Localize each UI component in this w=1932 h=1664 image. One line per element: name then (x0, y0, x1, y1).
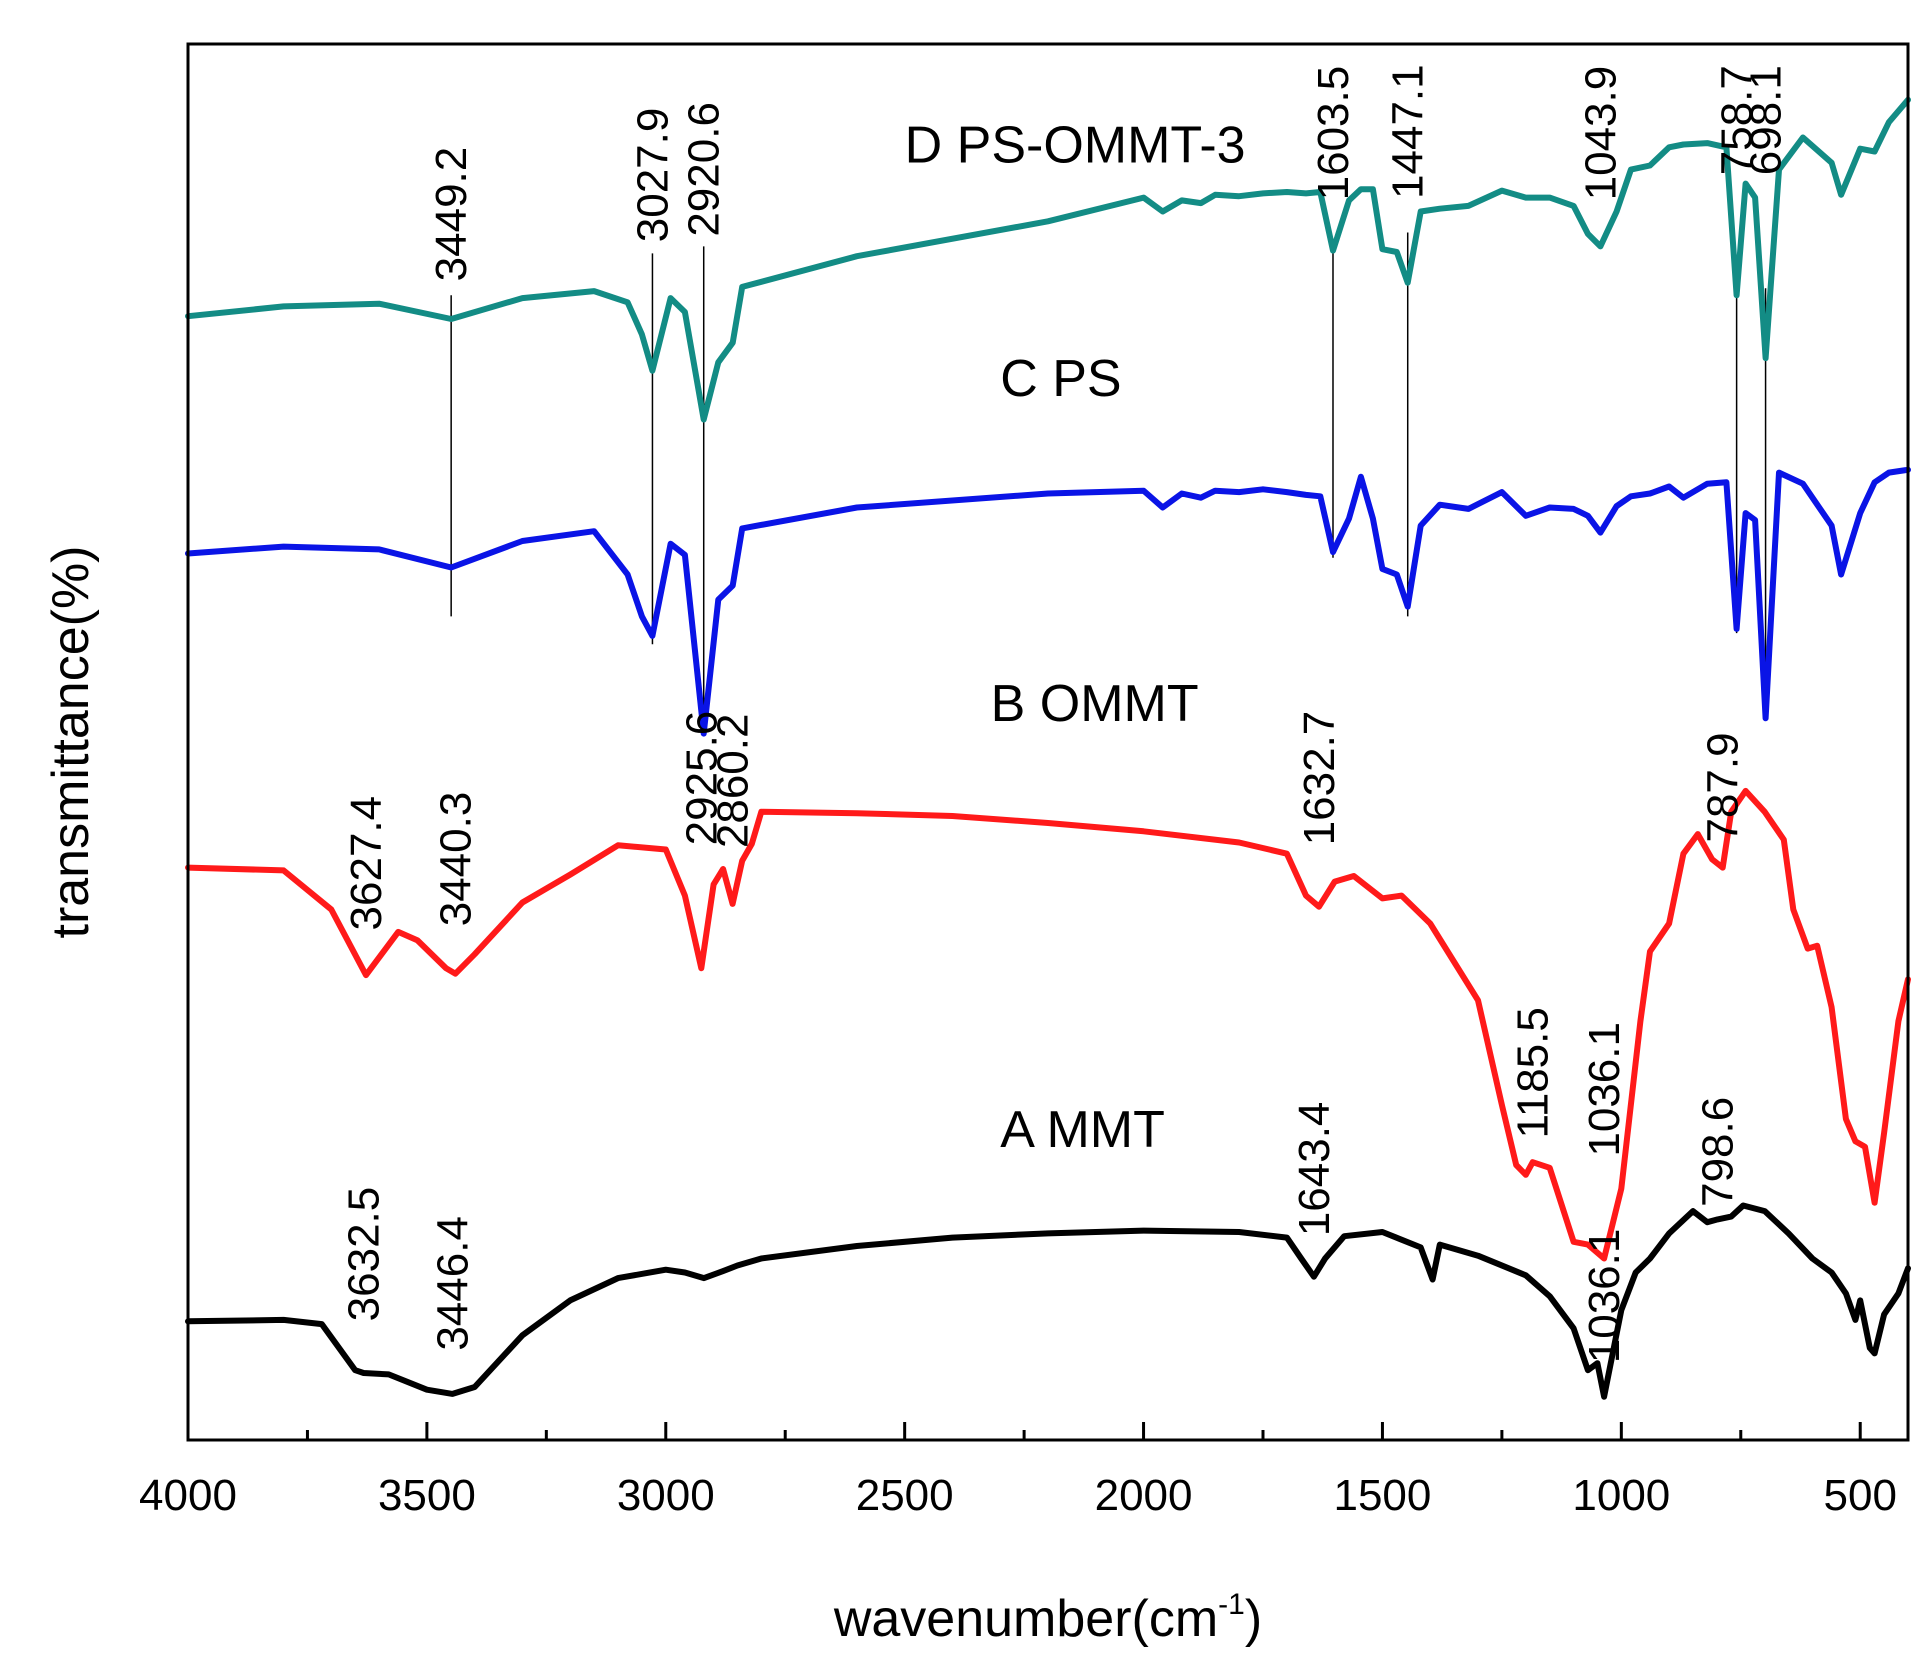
x-tick-label: 500 (1824, 1471, 1897, 1520)
peak-label: 3449.2 (427, 147, 476, 282)
peak-label: 1185.5 (1509, 1007, 1558, 1138)
series-line-1 (185, 466, 1911, 737)
spectrum-series (185, 96, 1911, 1400)
x-tick-label: 2000 (1095, 1471, 1193, 1520)
peak-label: 3627.4 (342, 796, 391, 931)
x-axis-title: wavenumber(cm-1) (833, 1588, 1262, 1648)
x-tick-label: 2500 (856, 1471, 954, 1520)
peak-label: 1043.9 (1576, 66, 1625, 201)
series-labels: D PS-OMMT-3 C PS B OMMT A MMT (905, 117, 1246, 1159)
peak-label: 798.6 (1694, 1097, 1743, 1207)
series-label: A MMT (1000, 1101, 1165, 1159)
x-tick-label: 4000 (139, 1471, 237, 1520)
plot-frame (186, 42, 1910, 1442)
peak-label: 1036.1 (1580, 1022, 1629, 1157)
peak-label: 1632.7 (1295, 711, 1344, 846)
peak-label: 3440.3 (431, 792, 480, 927)
peak-label: 2920.6 (680, 102, 729, 237)
peak-label: 1603.5 (1309, 66, 1358, 201)
x-axis-ticks: 4000 3500 3000 2500 2000 1500 1000 500 (139, 1422, 1897, 1520)
peak-label: 787.9 (1699, 732, 1748, 842)
series-label: B OMMT (991, 675, 1199, 733)
peak-label: 758.7 (1713, 65, 1762, 175)
x-tick-label: 1000 (1572, 1471, 1670, 1520)
x-axis-title-superscript: -1 (1218, 1588, 1245, 1621)
peak-label: 3632.5 (340, 1187, 389, 1322)
peak-label: 3027.9 (628, 108, 677, 243)
series-line-3 (185, 1202, 1911, 1400)
series-label: D PS-OMMT-3 (905, 117, 1246, 175)
x-tick-label: 1500 (1333, 1471, 1431, 1520)
peak-label: 2860.2 (709, 714, 758, 849)
peak-annotations: 3449.2 3027.9 2920.6 1603.5 1447.1 1043.9 758.… (340, 64, 1791, 1363)
x-tick-label: 3000 (617, 1471, 715, 1520)
peak-label: 2925.6 (677, 711, 726, 846)
peak-label: 698.1 (1742, 65, 1791, 175)
x-tick-label: 3500 (378, 1471, 476, 1520)
series-label: C PS (1000, 350, 1121, 408)
peak-label: 3446.4 (428, 1216, 477, 1351)
peak-label: 1643.4 (1290, 1102, 1339, 1237)
peak-label: 1447.1 (1384, 64, 1433, 199)
series-line-2 (185, 787, 1911, 1262)
peak-label: 1036.1 (1580, 1229, 1629, 1364)
series-line-0 (185, 96, 1911, 423)
y-axis-title: transmittance(%) (42, 546, 100, 939)
x-axis-title-base: wavenumber(cm (833, 1590, 1218, 1648)
x-axis-title-close: ) (1245, 1590, 1262, 1648)
